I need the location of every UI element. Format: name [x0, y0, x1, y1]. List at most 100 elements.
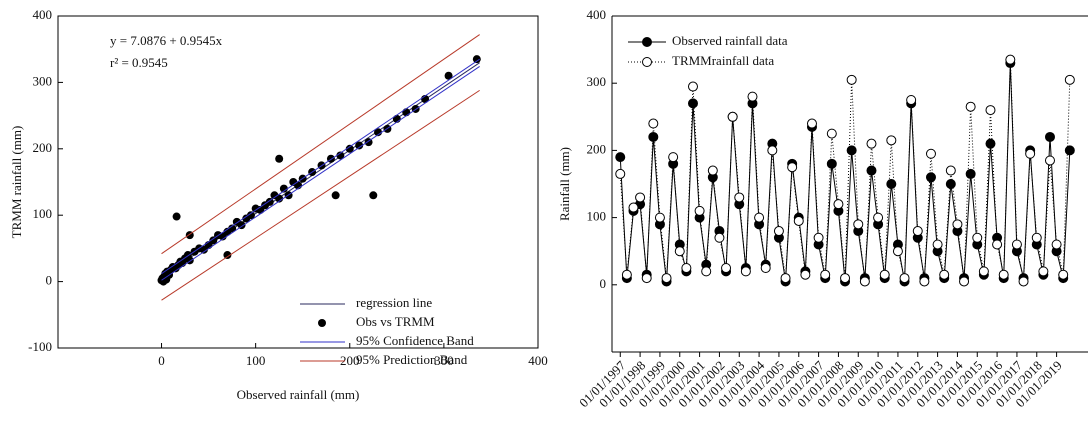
marker — [886, 179, 897, 189]
marker — [707, 165, 718, 176]
point — [246, 211, 255, 220]
marker — [1038, 266, 1049, 277]
point — [402, 108, 411, 117]
marker — [687, 81, 698, 92]
point — [172, 212, 181, 221]
marker — [674, 246, 685, 257]
marker — [754, 212, 765, 223]
marker — [687, 98, 698, 109]
marker — [879, 269, 890, 280]
y-tick-label: 200 — [33, 140, 53, 155]
x-tick-label: 0 — [158, 353, 165, 368]
point — [336, 151, 345, 160]
marker — [945, 179, 956, 189]
marker — [952, 219, 963, 230]
marker — [773, 226, 784, 237]
marker — [919, 276, 930, 287]
legend-label: regression line — [356, 295, 432, 310]
x-tick-label: 400 — [528, 353, 548, 368]
marker — [873, 212, 884, 223]
marker — [668, 152, 679, 163]
marker — [1025, 148, 1036, 159]
marker — [615, 152, 626, 163]
y-tick-label: 0 — [46, 273, 53, 288]
y-tick-label: 400 — [33, 7, 53, 22]
point — [279, 184, 288, 193]
marker — [648, 118, 659, 129]
marker — [1058, 269, 1069, 280]
marker — [965, 101, 976, 112]
y-tick-label: 300 — [587, 74, 607, 89]
marker — [912, 226, 923, 237]
marker — [925, 172, 936, 183]
y-tick-label: 0 — [600, 276, 607, 291]
marker — [661, 273, 672, 284]
legend-label: 95% Prediction Band — [356, 352, 468, 367]
band-lower — [161, 89, 480, 301]
marker — [1044, 131, 1055, 142]
marker — [939, 269, 950, 280]
point — [355, 141, 364, 150]
point — [444, 71, 453, 80]
y-tick-label: 200 — [587, 141, 607, 156]
legend-marker — [642, 57, 652, 67]
marker — [846, 145, 857, 156]
band-lower — [161, 66, 480, 281]
marker — [793, 215, 804, 226]
marker — [866, 138, 877, 149]
marker — [985, 138, 996, 149]
y-axis-label: TRMM rainfall (mm) — [9, 126, 24, 239]
point — [374, 128, 382, 137]
band-upper — [161, 34, 480, 255]
y-tick-label: -100 — [28, 339, 52, 354]
y-tick-label: 400 — [587, 7, 607, 22]
marker — [859, 276, 870, 287]
marker — [820, 269, 831, 280]
marker — [1011, 239, 1022, 250]
marker — [965, 168, 976, 179]
y-tick-label: 100 — [587, 209, 607, 224]
marker — [641, 273, 652, 284]
marker — [853, 219, 864, 230]
marker — [787, 162, 798, 173]
marker — [813, 232, 824, 243]
legend-label: Observed rainfall data — [672, 33, 788, 48]
marker — [635, 192, 646, 203]
marker — [992, 239, 1003, 250]
marker — [932, 239, 943, 250]
marker — [840, 273, 851, 284]
r-squared: r² = 0.9545 — [110, 55, 168, 70]
marker — [1064, 145, 1075, 156]
marker — [648, 131, 659, 142]
marker — [734, 192, 745, 203]
marker — [740, 266, 751, 277]
marker — [800, 269, 811, 280]
point — [223, 251, 232, 260]
point — [275, 154, 284, 163]
marker — [945, 165, 956, 176]
marker — [701, 266, 712, 277]
legend-marker — [642, 37, 652, 47]
legend-marker — [318, 319, 326, 327]
marker — [747, 91, 758, 102]
marker — [906, 95, 917, 105]
marker — [972, 232, 983, 243]
x-tick-label: 200 — [340, 353, 360, 368]
point — [228, 224, 237, 233]
marker — [985, 105, 996, 116]
y-axis-label: Rainfall (mm) — [557, 147, 572, 221]
marker — [721, 263, 732, 273]
marker — [925, 148, 936, 159]
marker — [727, 111, 738, 122]
marker — [694, 205, 705, 216]
marker — [780, 273, 791, 284]
point — [345, 144, 354, 153]
marker — [681, 263, 692, 273]
marker — [826, 128, 837, 139]
marker — [714, 232, 725, 243]
marker — [833, 199, 844, 210]
marker — [1018, 276, 1029, 287]
marker — [806, 118, 817, 129]
marker — [1005, 54, 1016, 65]
